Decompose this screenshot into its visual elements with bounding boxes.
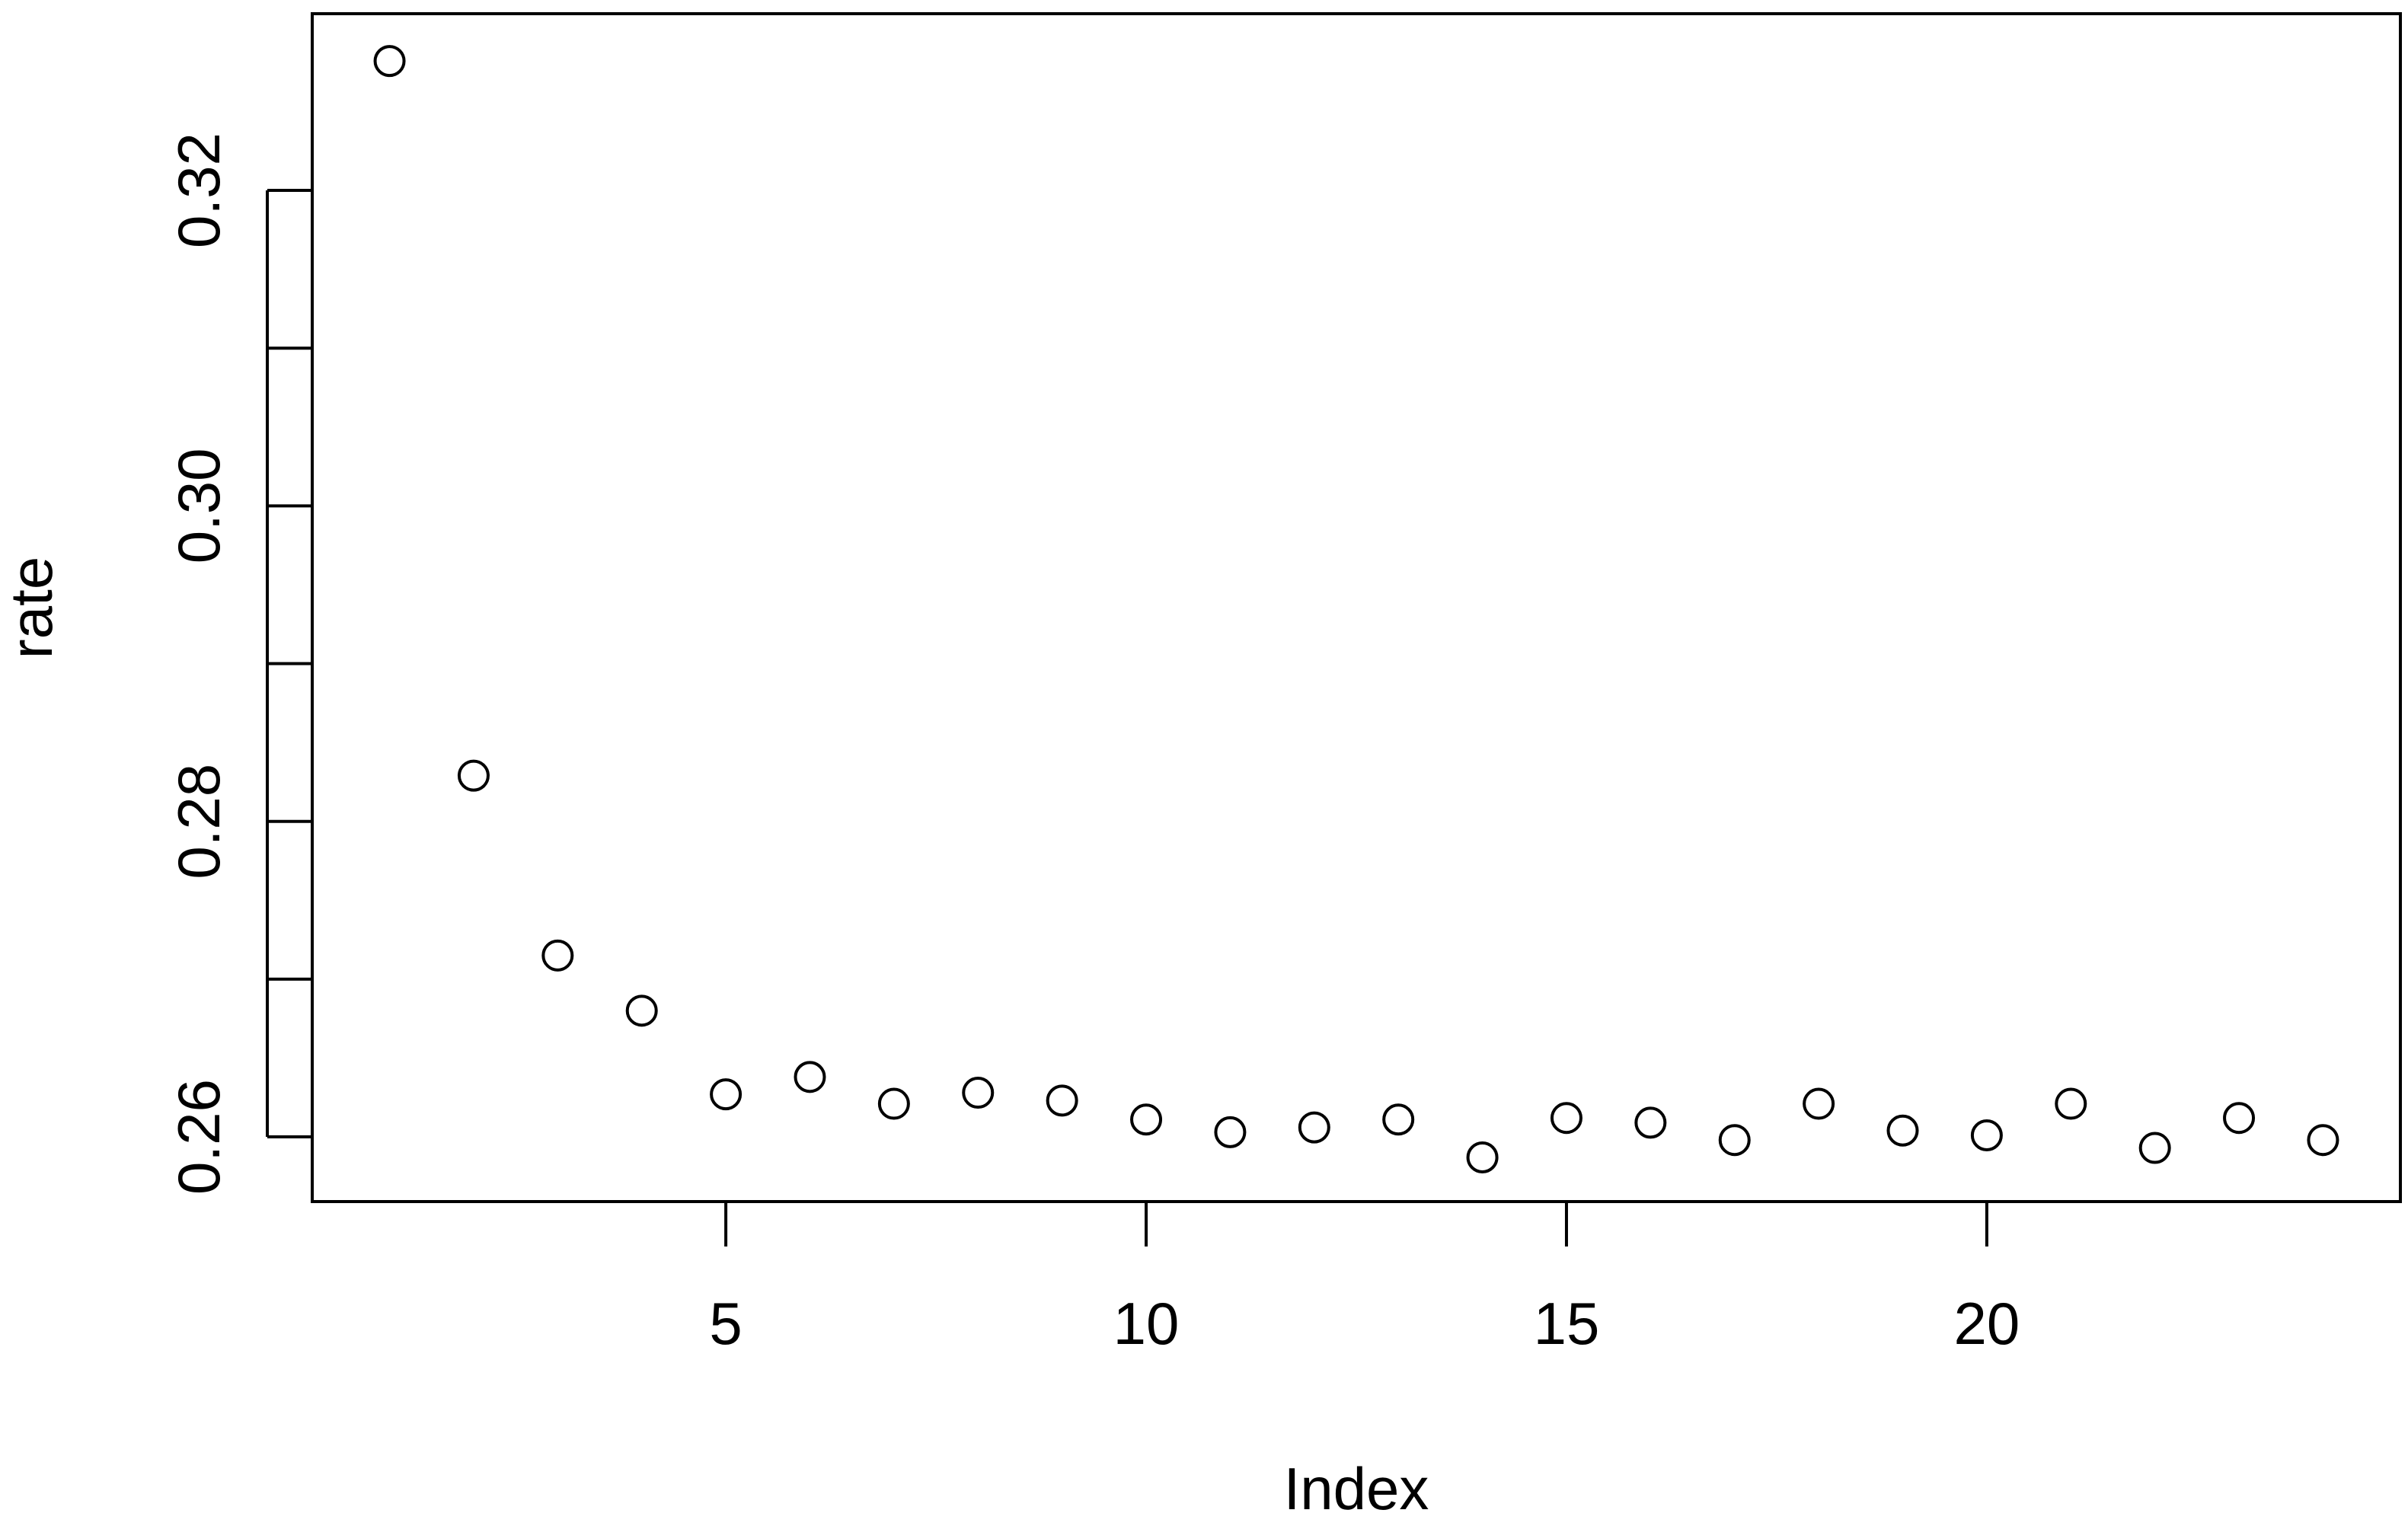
x-tick-label: 5 bbox=[709, 1290, 742, 1357]
data-point bbox=[2138, 1132, 2171, 1164]
data-point bbox=[2223, 1102, 2256, 1135]
data-point bbox=[1886, 1114, 1919, 1147]
data-points bbox=[373, 45, 2339, 1173]
data-point bbox=[1718, 1124, 1751, 1157]
data-point bbox=[457, 759, 490, 792]
data-point bbox=[1130, 1103, 1163, 1136]
data-point bbox=[794, 1061, 826, 1093]
data-point bbox=[962, 1077, 995, 1109]
data-point bbox=[541, 939, 574, 972]
plot-frame bbox=[311, 12, 2402, 1203]
data-point bbox=[1803, 1087, 1835, 1120]
y-axis: 0.26 0.28 0.30 0.32 bbox=[165, 132, 312, 1195]
data-point bbox=[877, 1087, 910, 1120]
data-point bbox=[1382, 1103, 1415, 1136]
data-point bbox=[710, 1078, 743, 1111]
data-point bbox=[1298, 1111, 1330, 1144]
data-point bbox=[1634, 1106, 1667, 1139]
y-tick-label: 0.26 bbox=[165, 1079, 232, 1195]
x-tick-label: 20 bbox=[1954, 1290, 2020, 1357]
data-point bbox=[1970, 1119, 2003, 1151]
y-tick-label: 0.30 bbox=[165, 448, 232, 563]
data-point bbox=[625, 994, 658, 1027]
data-point bbox=[2055, 1087, 2087, 1120]
data-point bbox=[2307, 1124, 2339, 1157]
data-point bbox=[1466, 1141, 1499, 1173]
x-tick-label: 10 bbox=[1113, 1290, 1180, 1357]
data-point bbox=[1214, 1116, 1247, 1148]
y-tick-label: 0.32 bbox=[165, 132, 232, 248]
x-axis-label: Index bbox=[1284, 1455, 1429, 1522]
y-tick-label: 0.28 bbox=[165, 764, 232, 879]
data-point bbox=[1046, 1084, 1078, 1117]
data-point bbox=[373, 45, 406, 78]
y-axis-label: rate bbox=[0, 557, 65, 659]
x-axis: 5 10 15 20 bbox=[709, 1200, 2020, 1357]
x-tick-label: 15 bbox=[1534, 1290, 1600, 1357]
data-point bbox=[1550, 1102, 1582, 1135]
